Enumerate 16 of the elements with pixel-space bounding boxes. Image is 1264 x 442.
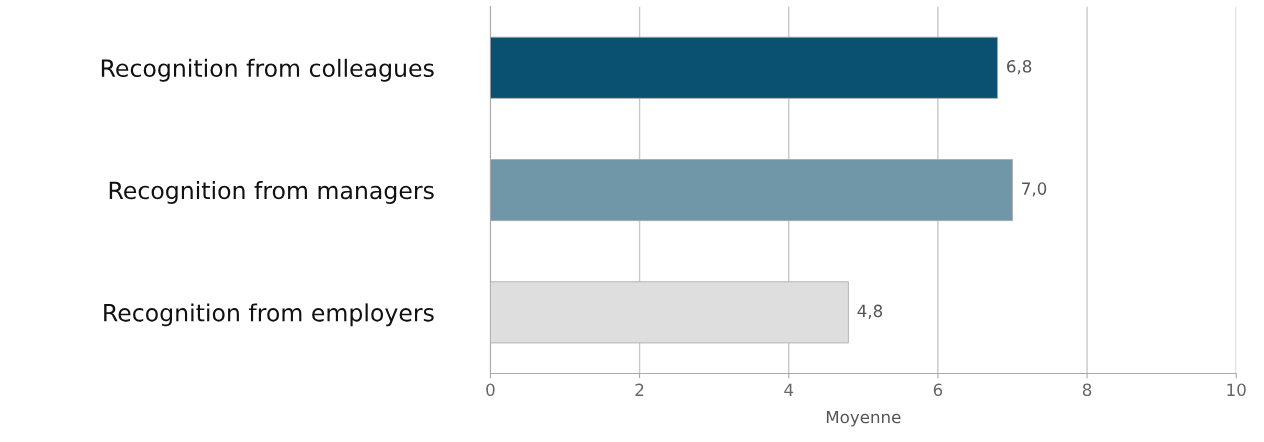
x-tick-label: 4 <box>784 383 794 396</box>
x-tick-label: 6 <box>933 383 943 397</box>
x-axis-title: Moyenne <box>826 410 901 427</box>
x-tick-label: 10 <box>1227 383 1246 397</box>
bar <box>490 281 849 344</box>
bar <box>490 159 1013 222</box>
x-tick-label: 0 <box>486 383 495 397</box>
bar <box>490 36 998 99</box>
data-label: 6,8 <box>1007 60 1032 75</box>
data-label: 4,8 <box>857 304 883 319</box>
y-tick-label: Recognition from colleagues <box>101 58 434 82</box>
x-tick-label: 2 <box>635 383 644 396</box>
x-tick-label: 8 <box>1082 383 1092 397</box>
data-label: 7,0 <box>1022 182 1047 197</box>
y-tick-label: Recognition from employers <box>104 303 434 327</box>
y-tick-label: Recognition from managers <box>109 181 434 204</box>
